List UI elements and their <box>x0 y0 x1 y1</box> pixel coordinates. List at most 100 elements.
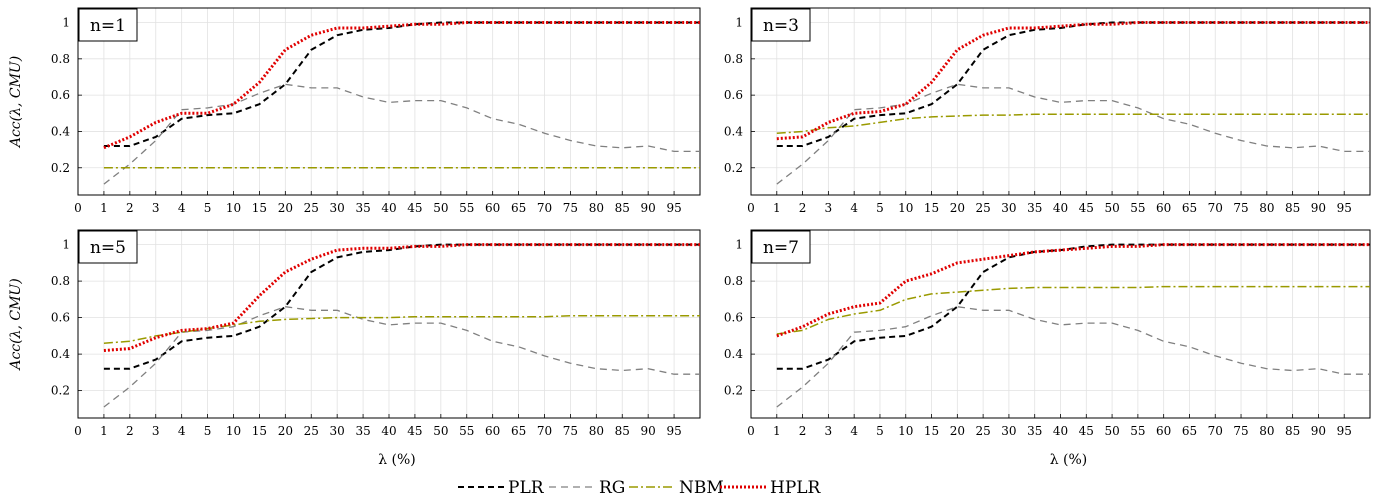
series-line-plr <box>776 21 1370 147</box>
x-tick-label: 50 <box>1104 424 1119 438</box>
panel-title-box <box>751 230 811 264</box>
x-tick-label: 1 <box>100 424 108 438</box>
x-tick-label: 15 <box>252 424 267 438</box>
x-tick-label: 25 <box>975 201 990 215</box>
x-tick-label: 4 <box>850 424 858 438</box>
legend-label-rg: RG <box>599 478 625 498</box>
x-tick-label: 5 <box>204 201 212 215</box>
x-tick-label: 50 <box>433 201 448 215</box>
x-tick-label: 70 <box>537 201 552 215</box>
x-tick-label: 55 <box>459 424 474 438</box>
panel-4: 0 1 2 3 4 5 10 15 20 25 30 35 40 45 50 55 60 65 70 75 80 85 90… <box>724 229 1371 468</box>
x-tick-label: 90 <box>641 424 656 438</box>
x-tick-label: 45 <box>1079 424 1094 438</box>
x-tick-label: 85 <box>1285 201 1300 215</box>
x-tick-label: 45 <box>1079 201 1094 215</box>
panel-title-text: n=7 <box>763 238 799 258</box>
x-tick-label: 20 <box>950 201 965 215</box>
x-tick-label: 40 <box>1053 201 1068 215</box>
x-tick-label: 10 <box>226 424 241 438</box>
panel-3: 0 1 2 3 4 5 10 15 20 25 30 35 40 45 50 55 60 65 70 75 80 85 90… <box>8 229 701 468</box>
x-tick-label: 3 <box>152 424 160 438</box>
x-tick-label: 4 <box>178 424 186 438</box>
x-tick-label: 10 <box>898 424 913 438</box>
x-tick-label: 25 <box>975 424 990 438</box>
series-line-rg <box>776 83 1370 185</box>
y-tick-label: 0.6 <box>724 88 743 102</box>
panel-title: n=7 <box>751 230 811 264</box>
x-tick-label: 10 <box>226 201 241 215</box>
panel-title-text: n=3 <box>763 16 799 36</box>
x-tick-label: 65 <box>511 201 526 215</box>
x-tick-label: 55 <box>459 201 474 215</box>
x-tick-label: 55 <box>1130 424 1145 438</box>
x-tick-label: 80 <box>589 201 604 215</box>
series-line-plr <box>103 243 700 370</box>
panel-1: 0 1 2 3 4 5 10 15 20 25 30 35 40 45 50 55 60 65 70 75 80 85 90… <box>8 7 701 215</box>
x-tick-label: 1 <box>100 201 108 215</box>
panel-2: 0 1 2 3 4 5 10 15 20 25 30 35 40 45 50 55 60 65 70 75 80 85 90… <box>724 7 1371 215</box>
x-tick-label: 90 <box>1311 201 1326 215</box>
x-axis-label: λ (%) <box>378 452 416 468</box>
y-tick-label: 0.8 <box>724 274 743 288</box>
x-tick-label: 3 <box>825 424 833 438</box>
y-tick-label: 0.8 <box>724 52 743 66</box>
x-tick-label: 2 <box>799 424 807 438</box>
x-tick-label: 30 <box>330 201 345 215</box>
panel-title: n=5 <box>78 230 138 264</box>
x-tick-label: 70 <box>1208 424 1223 438</box>
x-tick-label: 60 <box>1156 424 1171 438</box>
x-tick-label: 95 <box>1337 424 1352 438</box>
x-tick-label: 5 <box>876 201 884 215</box>
legend-label-hplr: HPLR <box>770 478 822 498</box>
x-tick-label: 20 <box>950 424 965 438</box>
x-tick-label: 95 <box>1337 201 1352 215</box>
series-line-rg <box>103 306 700 408</box>
y-tick-label: 1 <box>735 238 743 252</box>
x-tick-label: 75 <box>563 201 578 215</box>
x-tick-label: 15 <box>252 201 267 215</box>
y-tick-label: 0.6 <box>724 311 743 325</box>
series-line-hplr <box>103 243 700 352</box>
x-tick-label: 40 <box>1053 424 1068 438</box>
x-tick-label: 70 <box>537 424 552 438</box>
x-tick-label: 75 <box>563 424 578 438</box>
x-tick-label: 15 <box>924 424 939 438</box>
panel-title-box <box>78 8 138 42</box>
y-tick-label: 0.2 <box>51 384 70 398</box>
x-tick-label: 60 <box>485 201 500 215</box>
y-tick-label: 0.4 <box>724 124 743 138</box>
x-tick-label: 20 <box>278 424 293 438</box>
x-tick-label: 20 <box>278 201 293 215</box>
grid <box>751 230 1370 418</box>
x-axis-label: λ (%) <box>1050 452 1088 468</box>
y-tick-label: 0.2 <box>724 161 743 175</box>
series-line-nbm <box>776 113 1370 135</box>
y-tick-label: 1 <box>62 16 70 30</box>
x-tick-label: 0 <box>747 201 755 215</box>
x-tick-label: 1 <box>773 201 781 215</box>
series-line-rg <box>776 306 1370 408</box>
panel-title: n=3 <box>751 8 811 42</box>
x-tick-label: 0 <box>74 424 82 438</box>
panel-title-box <box>751 8 811 42</box>
x-tick-label: 95 <box>666 424 681 438</box>
series-line-plr <box>103 21 700 147</box>
x-tick-label: 0 <box>74 201 82 215</box>
y-tick-label: 0.4 <box>51 347 70 361</box>
x-tick-label: 3 <box>152 201 160 215</box>
y-tick-label: 0.6 <box>51 88 70 102</box>
x-tick-label: 35 <box>355 424 370 438</box>
x-tick-label: 75 <box>1233 201 1248 215</box>
x-tick-label: 70 <box>1208 201 1223 215</box>
y-axis-label: Acc(λ, CMU) <box>8 278 24 371</box>
series-line-hplr <box>776 243 1370 338</box>
panel-title-box <box>78 230 138 264</box>
y-tick-label: 0.6 <box>51 311 70 325</box>
x-tick-label: 80 <box>1259 424 1274 438</box>
y-tick-label: 0.2 <box>724 384 743 398</box>
x-tick-label: 2 <box>126 424 134 438</box>
x-tick-label: 40 <box>381 201 396 215</box>
legend-label-nbm: NBM <box>679 478 724 498</box>
